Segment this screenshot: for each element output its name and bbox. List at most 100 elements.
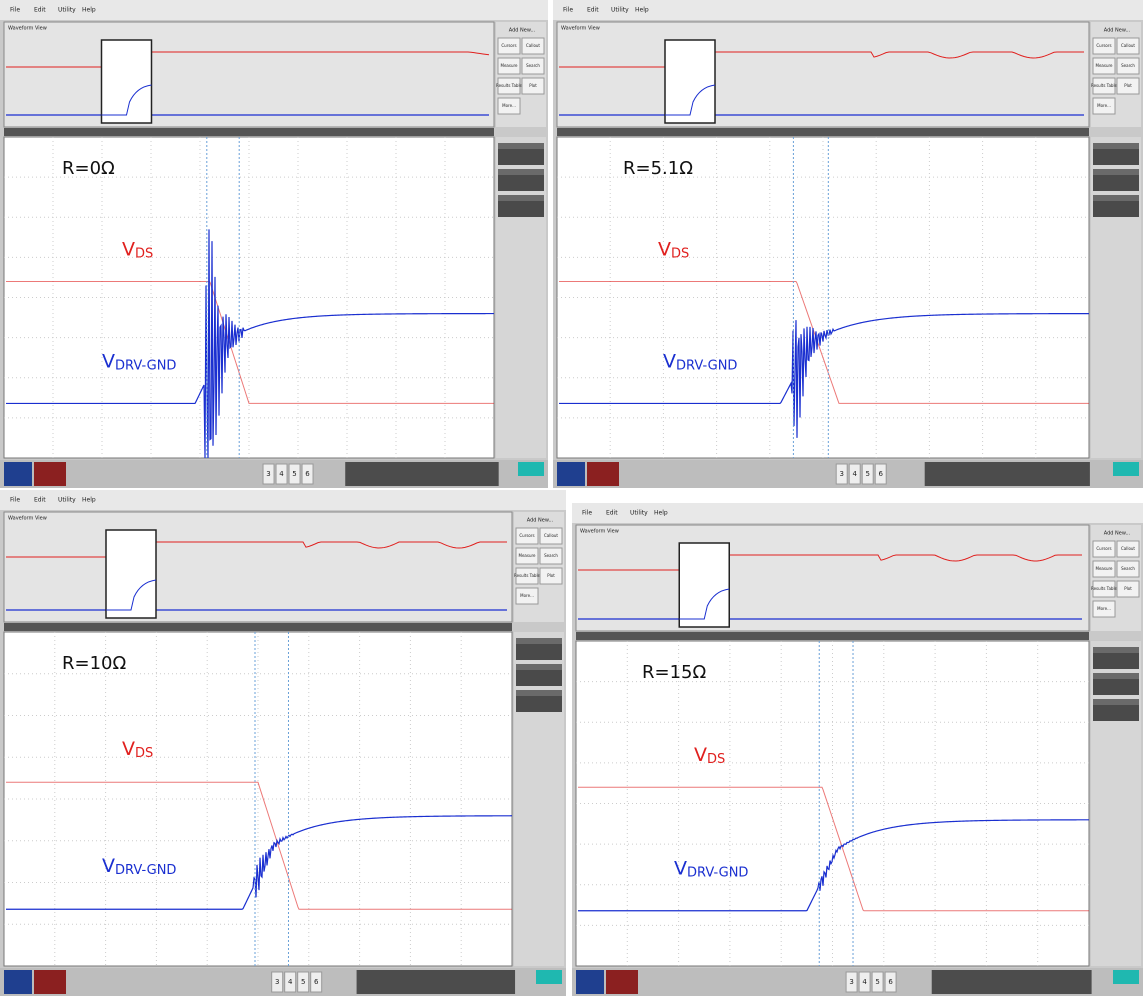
side-button[interactable]: Callout bbox=[1121, 546, 1135, 551]
channel-button[interactable]: 3 bbox=[839, 470, 843, 478]
scope-panel: File Edit Utility Help Waveform View Add New.… bbox=[0, 490, 566, 996]
channel-button[interactable]: 6 bbox=[888, 978, 893, 986]
side-button[interactable]: Plot bbox=[1124, 83, 1132, 88]
result-badge bbox=[1093, 201, 1139, 217]
side-button[interactable]: Measure bbox=[1096, 63, 1114, 68]
side-button[interactable]: Results Table bbox=[514, 573, 541, 578]
side-button[interactable]: Plot bbox=[1124, 586, 1132, 591]
result-badge-header bbox=[516, 664, 562, 670]
overview-area bbox=[4, 22, 494, 127]
menu-item[interactable]: Help bbox=[82, 7, 96, 14]
menu-item[interactable]: File bbox=[10, 7, 20, 14]
acquisition-box bbox=[925, 462, 1090, 486]
result-badge-header bbox=[516, 690, 562, 696]
side-button[interactable]: More... bbox=[520, 593, 534, 598]
menu-item[interactable]: Help bbox=[654, 510, 668, 517]
menu-item[interactable]: File bbox=[10, 497, 20, 504]
channel-button[interactable]: 5 bbox=[292, 470, 296, 478]
channel-button[interactable]: 3 bbox=[266, 470, 270, 478]
channel-button[interactable]: 4 bbox=[862, 978, 867, 986]
channel-button[interactable]: 5 bbox=[865, 470, 869, 478]
channel-button[interactable]: 4 bbox=[288, 978, 293, 986]
side-button[interactable]: Measure bbox=[1096, 566, 1114, 571]
menu-item[interactable]: Utility bbox=[630, 510, 648, 517]
add-new-button[interactable]: Add New... bbox=[509, 28, 536, 34]
signal-label-main: V bbox=[102, 854, 115, 876]
side-button[interactable]: Plot bbox=[547, 573, 555, 578]
side-button[interactable]: Results Table bbox=[1091, 83, 1118, 88]
result-badge-header bbox=[498, 169, 544, 175]
menu-item[interactable]: Help bbox=[82, 497, 96, 504]
run-button[interactable] bbox=[518, 462, 544, 476]
add-new-button[interactable]: Add New... bbox=[527, 518, 554, 524]
channel-button[interactable]: 6 bbox=[305, 470, 310, 478]
menu-item[interactable]: Edit bbox=[587, 7, 599, 14]
channel-button[interactable]: 5 bbox=[301, 978, 305, 986]
menu-item[interactable]: Edit bbox=[34, 497, 46, 504]
menu-item[interactable]: File bbox=[582, 510, 592, 517]
side-button[interactable]: Search bbox=[544, 553, 558, 558]
side-button[interactable]: Results Table bbox=[1091, 586, 1118, 591]
side-button[interactable]: Cursors bbox=[1096, 43, 1111, 48]
menu-item[interactable]: Utility bbox=[611, 7, 629, 14]
screenshot-collage: File Edit Utility Help Waveform View Add New.… bbox=[0, 0, 1143, 996]
menu-item[interactable]: Edit bbox=[606, 510, 618, 517]
side-button[interactable]: Results Table bbox=[496, 83, 523, 88]
zoom-scale-bar bbox=[4, 623, 512, 631]
result-badge-header bbox=[498, 195, 544, 201]
zoom-box bbox=[665, 40, 715, 123]
menu-item[interactable]: File bbox=[563, 7, 573, 14]
add-new-button[interactable]: Add New... bbox=[1104, 28, 1131, 34]
overview-area bbox=[4, 512, 512, 622]
ch1-badge bbox=[4, 970, 32, 994]
add-new-button[interactable]: Add New... bbox=[1104, 531, 1131, 537]
side-button[interactable]: More... bbox=[1097, 606, 1111, 611]
result-badge bbox=[1093, 679, 1139, 695]
channel-button[interactable]: 4 bbox=[852, 470, 857, 478]
side-button[interactable]: Callout bbox=[526, 43, 540, 48]
side-button[interactable]: Cursors bbox=[519, 533, 534, 538]
side-button[interactable]: Callout bbox=[1121, 43, 1135, 48]
menu-item[interactable]: Utility bbox=[58, 7, 76, 14]
result-badge-header bbox=[1093, 673, 1139, 679]
channel-button[interactable]: 3 bbox=[275, 978, 279, 986]
side-button[interactable]: More... bbox=[502, 103, 516, 108]
channel-button[interactable]: 5 bbox=[875, 978, 879, 986]
side-button[interactable]: Search bbox=[1121, 566, 1135, 571]
scope-panel: FileEditUtilityHelpWaveform ViewAdd New.… bbox=[553, 0, 1143, 488]
signal-label-main: V bbox=[658, 238, 671, 260]
view-title: Waveform View bbox=[8, 516, 47, 522]
result-badge bbox=[1093, 653, 1139, 669]
channel-button[interactable]: 6 bbox=[878, 470, 883, 478]
menu-item[interactable]: Help bbox=[635, 7, 649, 14]
signal-label-sub: DRV-GND bbox=[687, 865, 748, 880]
result-badge-header bbox=[1093, 699, 1139, 705]
menu-item[interactable]: Edit bbox=[34, 7, 46, 14]
signal-label-main: V bbox=[122, 238, 135, 260]
run-button[interactable] bbox=[1113, 462, 1139, 476]
side-button[interactable]: Cursors bbox=[501, 43, 516, 48]
signal-label-sub: DRV-GND bbox=[115, 862, 176, 877]
ch1-badge bbox=[557, 462, 585, 486]
signal-label-sub: DRV-GND bbox=[115, 358, 176, 373]
acquisition-box bbox=[932, 970, 1092, 994]
side-button[interactable]: More... bbox=[1097, 103, 1111, 108]
result-badge-header bbox=[1093, 143, 1139, 149]
channel-button[interactable]: 6 bbox=[314, 978, 319, 986]
ch1-badge bbox=[4, 462, 32, 486]
side-button[interactable]: Search bbox=[526, 63, 540, 68]
menu-item[interactable]: Utility bbox=[58, 497, 76, 504]
side-button[interactable]: Search bbox=[1121, 63, 1135, 68]
channel-button[interactable]: 3 bbox=[849, 978, 853, 986]
channel-button[interactable]: 4 bbox=[279, 470, 284, 478]
signal-label-sub: DS bbox=[135, 745, 153, 760]
side-button[interactable]: Plot bbox=[529, 83, 537, 88]
side-button[interactable]: Callout bbox=[544, 533, 558, 538]
result-badge bbox=[1093, 705, 1139, 721]
run-button[interactable] bbox=[1113, 970, 1139, 984]
side-button[interactable]: Measure bbox=[501, 63, 519, 68]
side-button[interactable]: Measure bbox=[519, 553, 537, 558]
side-button[interactable]: Cursors bbox=[1096, 546, 1111, 551]
run-button[interactable] bbox=[536, 970, 562, 984]
view-title: Waveform View bbox=[8, 26, 47, 32]
